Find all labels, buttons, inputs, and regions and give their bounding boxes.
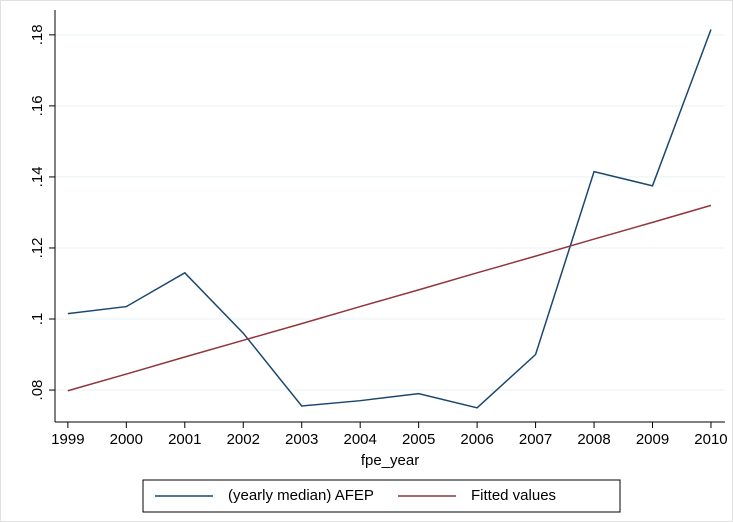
x-tick-label: 2001 xyxy=(168,431,201,448)
series-line xyxy=(67,29,712,409)
legend-label: (yearly median) AFEP xyxy=(228,487,374,504)
x-tick-label: 2003 xyxy=(285,431,318,448)
y-tick-label: .12 xyxy=(29,238,46,259)
x-tick-label: 2010 xyxy=(694,431,727,448)
x-tick-label: 2000 xyxy=(110,431,143,448)
y-tick-label: .1 xyxy=(29,313,46,326)
x-tick-label: 2009 xyxy=(636,431,669,448)
x-tick-label: 2006 xyxy=(460,431,493,448)
x-tick-label: 2007 xyxy=(519,431,552,448)
x-tick-label: 2005 xyxy=(402,431,435,448)
y-tick-label: .14 xyxy=(29,167,46,188)
y-tick-label: .18 xyxy=(29,24,46,45)
x-tick-label: 1999 xyxy=(51,431,84,448)
series-line xyxy=(67,204,712,392)
legend-box xyxy=(142,479,621,513)
x-axis-label: fpe_year xyxy=(361,452,419,469)
y-tick-label: .08 xyxy=(29,380,46,401)
y-tick-label: .16 xyxy=(29,95,46,116)
x-tick-label: 2008 xyxy=(577,431,610,448)
x-tick-label: 2002 xyxy=(227,431,260,448)
legend-label: Fitted values xyxy=(471,487,556,504)
x-tick-label: 2004 xyxy=(343,431,376,448)
